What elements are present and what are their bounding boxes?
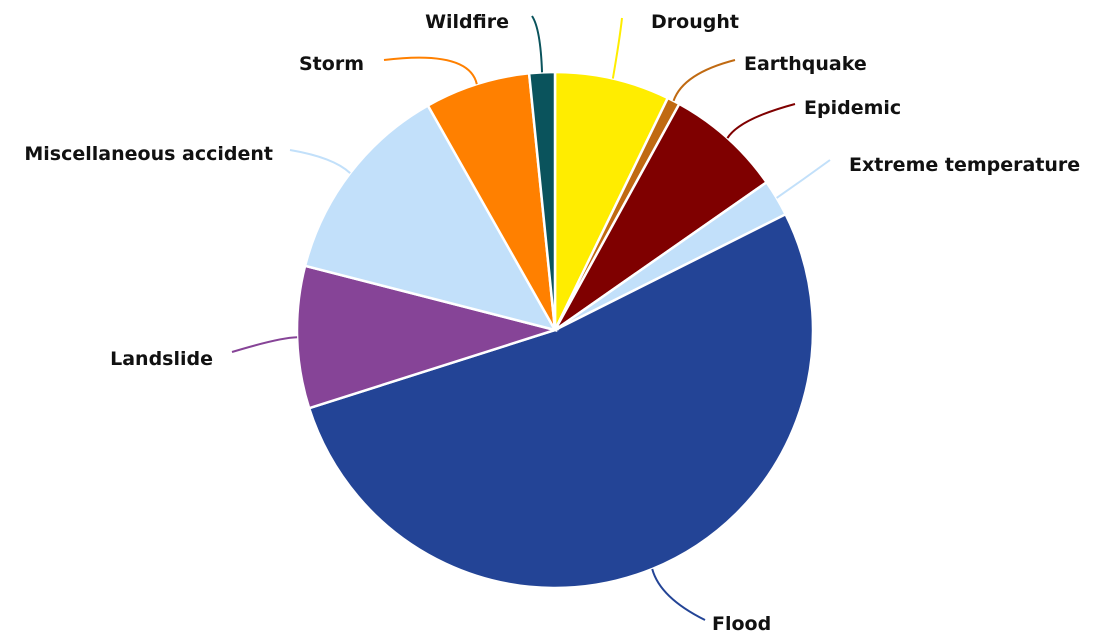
label-wildfire: Wildfire [425, 11, 509, 33]
pie-slices [295, 70, 815, 590]
slice-miscellaneous-accident [303, 103, 558, 332]
leader-line-epidemic [726, 103, 796, 139]
leader-line-earthquake [672, 59, 736, 102]
label-storm: Storm [299, 53, 364, 75]
leader-line-extreme-temperature [776, 159, 831, 199]
leader-line-landslide [231, 336, 298, 353]
label-epidemic: Epidemic [804, 97, 901, 119]
label-leader-lines [231, 15, 831, 621]
label-miscellaneous-accident: Miscellaneous accident [24, 143, 273, 165]
slice-flood [307, 212, 815, 590]
leader-line-drought [611, 17, 623, 79]
slice-landslide [295, 264, 560, 410]
leader-line-storm [383, 56, 478, 85]
label-flood: Flood [712, 613, 771, 633]
label-drought: Drought [651, 11, 739, 33]
slice-drought [553, 70, 670, 331]
label-extreme-temperature: Extreme temperature [849, 154, 1080, 176]
label-earthquake: Earthquake [744, 53, 867, 75]
label-landslide: Landslide [110, 348, 213, 370]
leader-line-miscellaneous-accident [289, 149, 351, 174]
leader-line-flood [651, 568, 706, 621]
slice-epidemic [553, 102, 769, 332]
leader-line-wildfire [531, 15, 544, 73]
